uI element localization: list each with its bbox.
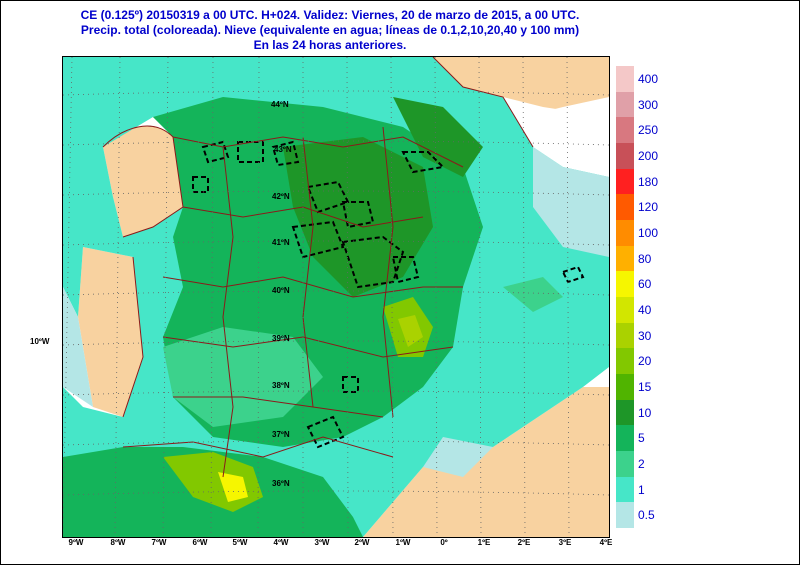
lon-label-9w: 9ºW — [68, 538, 84, 547]
lat-label-40n: 40ºN — [272, 286, 290, 295]
colorbar-label: 20 — [638, 354, 652, 369]
colorbar-label: 400 — [638, 71, 659, 86]
precip-south-core — [218, 472, 248, 502]
land-pyrenees — [433, 57, 609, 117]
colorbar-segment — [616, 374, 634, 401]
colorbar-segment — [616, 271, 634, 298]
colorbar-segment — [616, 297, 634, 324]
precip-green-ne — [393, 97, 483, 177]
lat-label-37n: 37ºN — [272, 430, 290, 439]
precip-valencia-core — [398, 315, 423, 347]
colorbar-segment — [616, 194, 634, 221]
colorbar-segment — [616, 117, 634, 144]
colorbar-label: 0.5 — [638, 508, 655, 523]
colorbar-label: 30 — [638, 328, 652, 343]
colorbar-label: 1 — [638, 482, 645, 497]
lat-label-36n: 36ºN — [272, 479, 290, 488]
lon-label-2e: 2ºE — [517, 538, 531, 547]
lat-label-41n: 41ºN — [272, 238, 290, 247]
precip-pale — [63, 147, 609, 477]
colorbar-label: 80 — [638, 251, 652, 266]
colorbar-label: 60 — [638, 277, 652, 292]
lon-label-1w: 1ºW — [395, 538, 411, 547]
colorbar-label: 120 — [638, 200, 659, 215]
colorbar-label: 200 — [638, 148, 659, 163]
lon-label-6w: 6ºW — [192, 538, 208, 547]
lon-label-8w: 8ºW — [110, 538, 126, 547]
lon-label-2w: 2ºW — [354, 538, 370, 547]
colorbar-label: 250 — [638, 123, 659, 138]
colorbar-segment — [616, 476, 634, 503]
colorbar-segment — [616, 91, 634, 118]
lon-label-1e: 1ºE — [477, 538, 491, 547]
lon-label-4w: 4ºW — [273, 538, 289, 547]
colorbar-label: 180 — [638, 174, 659, 189]
precipitation-map — [62, 56, 610, 538]
lon-label-0: 0º — [440, 538, 448, 547]
colorbar-segment — [616, 143, 634, 170]
lon-label-10w: 10ºW — [30, 337, 50, 346]
lon-label-3e: 3ºE — [558, 538, 572, 547]
colorbar-segment — [616, 399, 634, 426]
colorbar-segment — [616, 502, 634, 529]
precip-balearic — [503, 277, 563, 312]
lat-label-38n: 38ºN — [272, 381, 290, 390]
header-line-1: CE (0.125º) 20150319 a 00 UTC. H+024. Va… — [80, 8, 580, 22]
colorbar-segment — [616, 322, 634, 349]
colorbar-segment — [616, 348, 634, 375]
colorbar-label: 15 — [638, 379, 652, 394]
colorbar-label: 10 — [638, 405, 652, 420]
colorbar-segment — [616, 245, 634, 272]
lon-label-4e: 4ºE — [599, 538, 613, 547]
lon-label-5w: 5ºW — [232, 538, 248, 547]
lon-label-7w: 7ºW — [151, 538, 167, 547]
colorbar-segment — [616, 425, 634, 452]
land-france-coast — [523, 97, 609, 177]
colorbar-segment — [616, 451, 634, 478]
colorbar-label: 300 — [638, 97, 659, 112]
precip-green-light — [163, 327, 323, 427]
header-line-3: En las 24 horas anteriores. — [253, 38, 407, 52]
header-line-2: Precip. total (coloreada). Nieve (equiva… — [80, 23, 580, 37]
land-portugal-north — [103, 126, 183, 237]
colorbar-label: 2 — [638, 456, 645, 471]
colorbar-label: 5 — [638, 431, 645, 446]
colorbar-segment — [616, 220, 634, 247]
land-portugal-west — [78, 247, 143, 417]
colorbar-segment — [616, 66, 634, 93]
map-header: CE (0.125º) 20150319 a 00 UTC. H+024. Va… — [0, 8, 660, 53]
lat-label-42n: 42ºN — [272, 192, 290, 201]
lat-label-44n: 44ºN — [271, 100, 289, 109]
lat-label-39n: 39ºN — [272, 334, 290, 343]
lat-label-43n: 43ºN — [274, 145, 292, 154]
colorbar-label: 100 — [638, 225, 659, 240]
colorbar-segment — [616, 168, 634, 195]
lon-label-3w: 3ºW — [314, 538, 330, 547]
colorbar-label: 40 — [638, 302, 652, 317]
graticule — [63, 57, 609, 537]
precip-colorbar — [616, 66, 634, 529]
land-africa — [363, 387, 609, 537]
